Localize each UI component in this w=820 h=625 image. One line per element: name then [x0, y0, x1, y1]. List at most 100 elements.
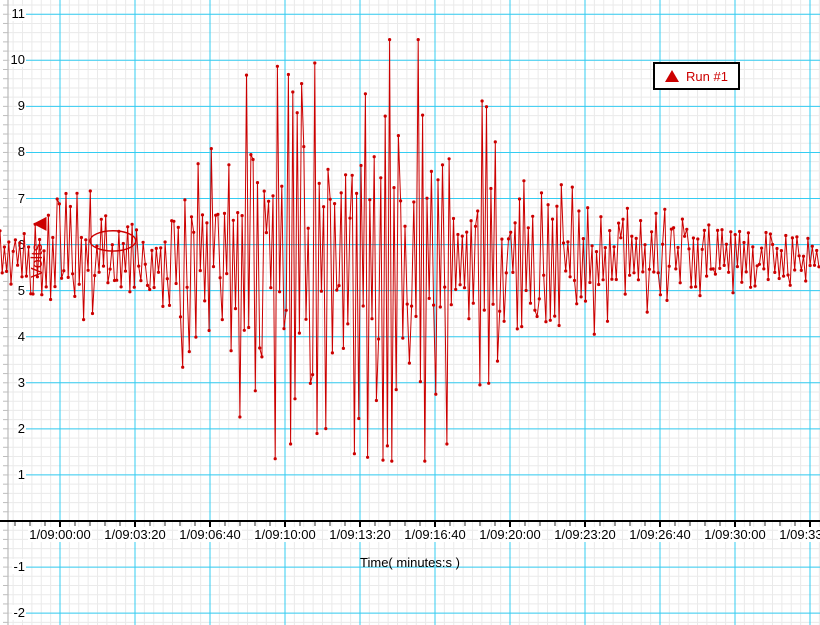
legend-label: Run #1 [686, 68, 728, 84]
data-point-marker [132, 285, 136, 289]
triangle-left-icon[interactable] [33, 216, 47, 231]
data-point-marker [33, 222, 37, 226]
data-point-marker [374, 398, 378, 403]
data-point-marker [484, 105, 489, 109]
data-point-marker [705, 274, 709, 278]
data-point-marker [302, 145, 306, 149]
data-point-marker [581, 237, 585, 241]
data-point-marker [621, 217, 625, 221]
data-point-marker [18, 241, 22, 245]
data-point-marker [20, 275, 24, 279]
data-point-marker [88, 189, 92, 193]
data-point-marker [729, 230, 733, 234]
data-point-marker [434, 392, 438, 396]
data-point-marker [418, 380, 422, 384]
data-point-marker [694, 285, 698, 289]
data-point-marker [0, 271, 4, 275]
data-point-marker [568, 275, 572, 279]
data-point-marker [782, 274, 786, 278]
data-point-marker [815, 248, 819, 253]
data-point-marker [104, 214, 108, 218]
data-point-marker [652, 270, 656, 274]
data-point-marker [207, 328, 211, 333]
data-point-marker [495, 359, 500, 363]
data-point-marker [572, 278, 577, 283]
data-point-marker [804, 279, 808, 283]
data-point-marker [311, 373, 315, 377]
data-point-marker [531, 214, 535, 218]
data-point-marker [786, 273, 790, 277]
data-point-marker [720, 228, 724, 232]
data-point-marker [493, 140, 497, 144]
data-point-marker [130, 222, 134, 226]
data-point-marker [456, 232, 460, 237]
data-point-marker [491, 302, 495, 306]
data-point-marker [449, 303, 453, 307]
data-point-marker [718, 266, 722, 270]
data-point-marker [110, 243, 114, 247]
data-point-marker [683, 234, 687, 238]
data-point-marker [200, 213, 205, 217]
data-point-marker [181, 365, 185, 369]
data-point-marker [326, 167, 330, 171]
data-point-marker [183, 198, 187, 202]
data-point-marker [460, 234, 464, 238]
data-point-marker [165, 277, 169, 281]
data-point-marker [247, 325, 251, 330]
x-tick-label: 1/09:23:20 [553, 527, 617, 542]
data-point-marker [152, 285, 156, 290]
data-point-marker [99, 217, 103, 221]
data-point-marker [238, 415, 242, 419]
data-point-marker [471, 301, 475, 305]
data-point-marker [71, 272, 75, 276]
data-point-marker [535, 314, 539, 319]
data-point-marker [119, 285, 123, 289]
data-point-marker [359, 163, 363, 168]
data-point-marker [35, 275, 40, 279]
data-point-marker [462, 286, 467, 290]
data-point-marker [711, 267, 715, 271]
data-point-marker [79, 235, 83, 240]
data-point-marker [86, 268, 90, 272]
data-point-marker [775, 246, 779, 251]
data-point-marker [478, 383, 482, 387]
data-point-marker [196, 162, 200, 166]
data-point-marker [555, 204, 559, 208]
data-point-marker [746, 231, 751, 235]
x-tick-label: 1/09:33:20 [768, 527, 820, 542]
data-point-marker [749, 285, 753, 289]
data-point-marker [812, 263, 817, 267]
data-point-marker [766, 277, 770, 282]
legend[interactable]: Run #1 [653, 62, 740, 90]
data-point-marker [66, 275, 70, 279]
data-point-marker [658, 293, 663, 297]
data-point-marker [421, 113, 425, 117]
data-point-marker [410, 304, 414, 308]
y-tick-label: 6 [16, 236, 26, 252]
data-point-marker [348, 216, 352, 220]
data-point-marker [601, 278, 605, 282]
data-point-marker [106, 281, 110, 285]
y-tick-label: 9 [16, 98, 26, 114]
data-point-marker [524, 288, 528, 293]
data-point-marker [295, 111, 299, 115]
data-point-marker [619, 236, 623, 240]
data-point-marker [678, 281, 682, 285]
data-point-marker [443, 285, 447, 289]
data-point-marker [687, 247, 691, 251]
data-point-marker [696, 237, 700, 241]
data-point-marker [542, 273, 546, 277]
data-point-marker [639, 219, 643, 223]
data-point-marker [64, 191, 68, 196]
x-tick-label: 1/09:06:40 [178, 527, 242, 542]
data-point-marker [476, 209, 480, 213]
data-point-marker [11, 249, 15, 253]
data-point-marker [227, 163, 231, 167]
x-tick-label: 1/09:20:00 [478, 527, 542, 542]
y-tick-label: 7 [16, 190, 26, 206]
y-tick-label: 11 [10, 6, 26, 22]
data-point-marker [27, 245, 31, 249]
data-point-marker [594, 250, 599, 254]
